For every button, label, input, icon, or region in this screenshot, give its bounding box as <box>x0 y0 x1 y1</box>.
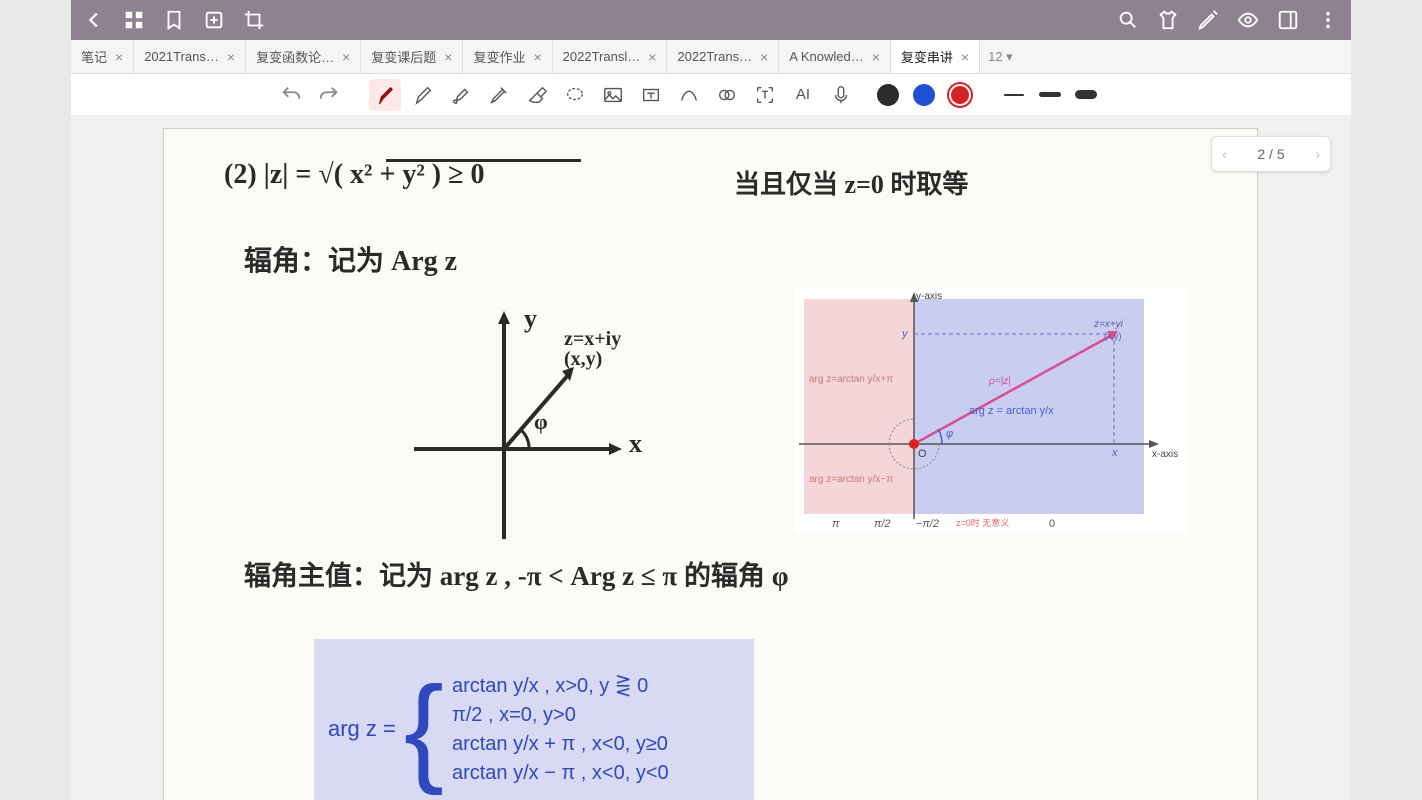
color-red[interactable] <box>949 84 971 106</box>
shirt-icon[interactable] <box>1157 9 1179 31</box>
undo-button[interactable] <box>275 79 307 111</box>
close-icon[interactable]: × <box>872 49 880 65</box>
svg-text:x: x <box>1111 447 1118 459</box>
hw-arg-def: 辐角：记为 Arg z <box>244 239 457 279</box>
hw-axis-point: z=x+iy (x,y) <box>564 329 621 369</box>
close-icon[interactable]: × <box>760 49 768 65</box>
tab-2022transl[interactable]: 2022Transl…× <box>553 40 668 73</box>
brush-tool[interactable] <box>445 79 477 111</box>
canvas-area[interactable]: (2) |z| = √( x² + y² ) ≥ 0 当且仅当 z=0 时取等 … <box>71 116 1351 800</box>
highlighter-tool[interactable] <box>483 79 515 111</box>
ruler-tool[interactable] <box>711 79 743 111</box>
page-next[interactable]: › <box>1315 146 1320 162</box>
pen-tool[interactable] <box>369 79 401 111</box>
hw-axis-phi: φ <box>534 409 548 435</box>
tab-2021trans[interactable]: 2021Trans…× <box>134 40 246 73</box>
formula-case-3: arctan y/x + π , x<0, y≥0 <box>452 733 669 756</box>
color-blue[interactable] <box>913 84 935 106</box>
svg-text:φ: φ <box>946 428 953 440</box>
hw-modulus: (2) |z| = √( x² + y² ) ≥ 0 <box>224 159 485 191</box>
top-bar <box>71 0 1351 40</box>
close-icon[interactable]: × <box>342 49 350 65</box>
close-icon[interactable]: × <box>444 49 452 65</box>
formula-lhs: arg z = <box>328 716 396 742</box>
svg-text:O: O <box>918 448 927 460</box>
tab-2022trans[interactable]: 2022Trans…× <box>667 40 779 73</box>
ai-tool[interactable]: AI <box>787 79 819 111</box>
formula-case-2: π/2 , x=0, y>0 <box>452 704 669 727</box>
svg-text:π/2: π/2 <box>874 518 891 530</box>
textbox-tool[interactable] <box>635 79 667 111</box>
note-page[interactable]: (2) |z| = √( x² + y² ) ≥ 0 当且仅当 z=0 时取等 … <box>163 128 1258 800</box>
line-thin[interactable] <box>999 80 1029 110</box>
tab-bar: 笔记× 2021Trans…× 复变函数论…× 复变课后题× 复变作业× 202… <box>71 40 1351 74</box>
line-thick[interactable] <box>1071 80 1101 110</box>
arg-formula-box: arg z = { arctan y/x , x>0, y ⋛ 0 π/2 , … <box>314 639 754 800</box>
tab-notes[interactable]: 笔记× <box>71 40 134 73</box>
pen-settings-icon[interactable] <box>1197 9 1219 31</box>
svg-text:z=0时 无意义: z=0时 无意义 <box>956 517 1009 528</box>
svg-text:0: 0 <box>1049 518 1055 530</box>
image-tool[interactable] <box>597 79 629 111</box>
toolbar: AI <box>71 74 1351 116</box>
svg-text:x-axis: x-axis <box>1152 449 1178 460</box>
redo-button[interactable] <box>313 79 345 111</box>
close-icon[interactable]: × <box>227 49 235 65</box>
svg-text:y-axis: y-axis <box>916 291 942 302</box>
line-medium[interactable] <box>1035 80 1065 110</box>
close-icon[interactable]: × <box>961 49 969 65</box>
text-recog-tool[interactable] <box>749 79 781 111</box>
hw-sqrt-bar <box>386 159 581 162</box>
color-black[interactable] <box>877 84 899 106</box>
search-icon[interactable] <box>1117 9 1139 31</box>
back-icon[interactable] <box>83 9 105 31</box>
lasso-tool[interactable] <box>559 79 591 111</box>
svg-text:arg z = arctan y/x: arg z = arctan y/x <box>969 405 1054 417</box>
pencil-tool[interactable] <box>407 79 439 111</box>
mic-tool[interactable] <box>825 79 857 111</box>
eraser-tool[interactable] <box>521 79 553 111</box>
grid-icon[interactable] <box>123 9 145 31</box>
close-icon[interactable]: × <box>648 49 656 65</box>
tab-fubian-hw[interactable]: 复变课后题× <box>361 40 463 73</box>
page-navigator: ‹ 2 / 5 › <box>1211 136 1331 172</box>
hw-modulus-cond: 当且仅当 z=0 时取等 <box>734 164 968 201</box>
svg-text:arg z=arctan y/x−π: arg z=arctan y/x−π <box>809 474 893 485</box>
more-icon[interactable] <box>1317 9 1339 31</box>
page-prev[interactable]: ‹ <box>1222 146 1227 162</box>
tab-overflow[interactable]: 12 ▾ <box>980 40 1021 73</box>
bookmark-icon[interactable] <box>163 9 185 31</box>
svg-text:ρ=|z|: ρ=|z| <box>988 376 1011 387</box>
hw-principal-arg: 辐角主值：记为 arg z , -π < Arg z ≤ π 的辐角 φ <box>244 554 789 593</box>
arg-diagram: y-axis x-axis y x O φ z=x+yi (x,y) ρ=|z| <box>794 289 1189 534</box>
close-icon[interactable]: × <box>533 49 541 65</box>
formula-case-4: arctan y/x − π , x<0, y<0 <box>452 762 669 785</box>
svg-text:−π/2: −π/2 <box>916 518 939 530</box>
tab-fubian-func[interactable]: 复变函数论…× <box>246 40 361 73</box>
close-icon[interactable]: × <box>115 49 123 65</box>
svg-text:z=x+yi: z=x+yi <box>1093 319 1124 330</box>
page-indicator: 2 / 5 <box>1257 146 1284 162</box>
shape-tool[interactable] <box>673 79 705 111</box>
crop-icon[interactable] <box>243 9 265 31</box>
formula-case-1: arctan y/x , x>0, y ⋛ 0 <box>452 673 669 698</box>
svg-text:arg z=arctan y/x+π: arg z=arctan y/x+π <box>809 374 893 385</box>
hw-axis-y: y <box>524 304 537 334</box>
tab-fubian-work[interactable]: 复变作业× <box>463 40 552 73</box>
svg-text:(x,y): (x,y) <box>1104 331 1122 341</box>
svg-text:π: π <box>832 518 840 530</box>
eye-icon[interactable] <box>1237 9 1259 31</box>
sidebar-icon[interactable] <box>1277 9 1299 31</box>
tab-fubian-lecture[interactable]: 复变串讲× <box>891 40 980 73</box>
add-page-icon[interactable] <box>203 9 225 31</box>
tab-knowledge[interactable]: A Knowled…× <box>779 40 891 73</box>
hw-axis-x: x <box>629 429 642 459</box>
